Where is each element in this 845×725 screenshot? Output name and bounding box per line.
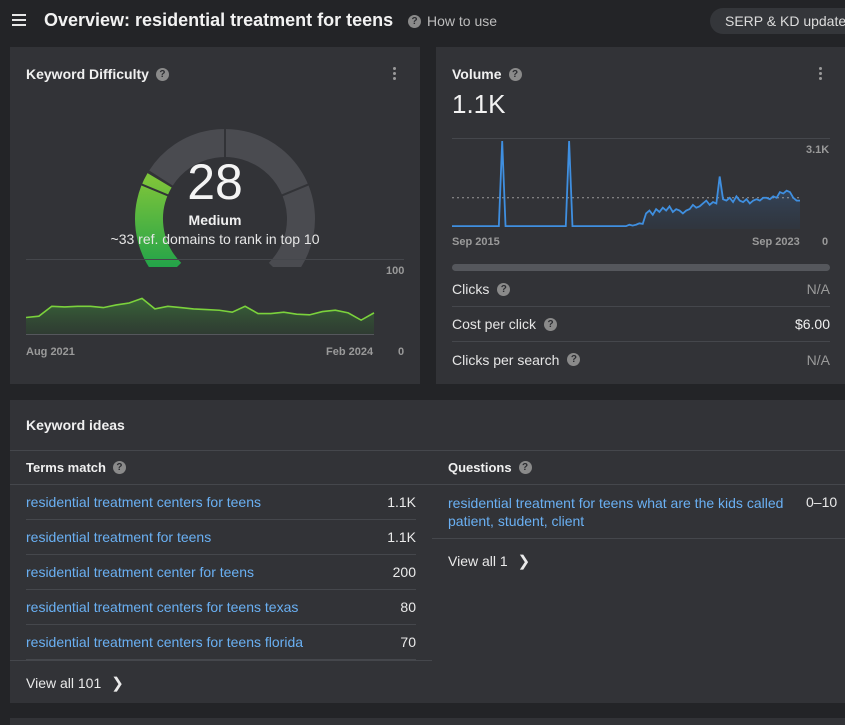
volume-x-end: Sep 2023 bbox=[752, 236, 800, 248]
keyword-volume: 1.1K bbox=[387, 529, 416, 545]
cpc-help-icon[interactable]: ? bbox=[544, 317, 558, 331]
volume-y-max: 3.1K bbox=[806, 144, 830, 156]
terms-match-header: Terms match ? bbox=[26, 460, 126, 475]
volume-x-start: Sep 2015 bbox=[452, 236, 500, 248]
kd-area bbox=[26, 298, 374, 334]
keyword-volume: 200 bbox=[392, 564, 416, 580]
question-link[interactable]: residential treatment for teens what are… bbox=[448, 495, 784, 529]
volume-history-chart bbox=[452, 140, 800, 229]
metric-value: N/A bbox=[806, 351, 830, 368]
questions-view-all-link[interactable]: View all 1 ❯ bbox=[448, 552, 530, 570]
volume-title: Volume bbox=[452, 66, 502, 82]
gauge-separator bbox=[280, 183, 310, 197]
kd-description: ~33 ref. domains to rank in top 10 bbox=[110, 231, 320, 247]
volume-chart-top-line bbox=[452, 138, 830, 139]
page-title: Overview: residential treatment for teen… bbox=[44, 10, 394, 30]
keyword-volume: 70 bbox=[400, 634, 416, 650]
keyword-difficulty-card: Keyword Difficulty ? 28 Medium ~33 ref. … bbox=[10, 47, 420, 384]
kd-x-end: Feb 2024 bbox=[326, 346, 374, 358]
metric-label: Clicks per search bbox=[452, 351, 560, 368]
volume-title-row: Volume ? bbox=[452, 66, 522, 82]
volume-series-line bbox=[452, 140, 800, 228]
kd-y-min: 0 bbox=[398, 346, 405, 358]
metric-label: Clicks bbox=[452, 281, 490, 297]
serp-kd-updates-button[interactable]: SERP & KD updates bbox=[710, 8, 845, 34]
questions-divider bbox=[432, 538, 845, 539]
terms-view-all-label: View all 101 bbox=[26, 675, 102, 691]
gauge-fill bbox=[135, 173, 182, 267]
keyword-link[interactable]: residential treatment centers for teens … bbox=[26, 599, 299, 615]
keyword-volume: 1.1K bbox=[387, 494, 416, 510]
table-row: residential treatment center for teens 2… bbox=[26, 555, 416, 590]
keyword-link[interactable]: residential treatment centers for teens … bbox=[26, 634, 304, 650]
metric-label: Cost per click bbox=[452, 316, 537, 332]
clicks-help-icon[interactable]: ? bbox=[497, 282, 511, 296]
gauge-separator bbox=[140, 183, 170, 197]
volume-y-min: 0 bbox=[822, 236, 829, 248]
ideas-title: Keyword ideas bbox=[26, 417, 125, 433]
volume-progress-bar bbox=[452, 264, 830, 271]
kd-series-line bbox=[26, 297, 375, 322]
kd-y-max: 100 bbox=[386, 265, 405, 277]
questions-view-all-label: View all 1 bbox=[448, 553, 508, 569]
metric-row-clicks-per-search: Clicks per search? N/A bbox=[452, 342, 830, 377]
kd-help-icon[interactable]: ? bbox=[155, 67, 169, 81]
kd-x-start: Aug 2021 bbox=[26, 346, 75, 358]
kd-title-row: Keyword Difficulty ? bbox=[26, 66, 169, 82]
gauge-track bbox=[149, 129, 315, 267]
volume-value: 1.1K bbox=[452, 89, 506, 119]
keyword-volume: 80 bbox=[400, 599, 416, 615]
volume-card: Volume ? 1.1K 3.1K 0 Sep 2015 Sep 2023 C… bbox=[436, 47, 845, 384]
kd-history-chart bbox=[26, 297, 375, 335]
volume-more-icon[interactable] bbox=[819, 67, 823, 82]
metric-row-cpc: Cost per click? $6.00 bbox=[452, 307, 830, 342]
menu-icon[interactable] bbox=[12, 14, 26, 26]
terms-match-title: Terms match bbox=[26, 460, 106, 475]
ideas-divider bbox=[10, 450, 845, 451]
how-to-use-link[interactable]: ? How to use bbox=[408, 13, 497, 29]
volume-area bbox=[629, 176, 800, 229]
volume-help-icon[interactable]: ? bbox=[508, 67, 522, 81]
question-volume: 0–10 bbox=[806, 494, 838, 510]
cps-help-icon[interactable]: ? bbox=[567, 353, 581, 366]
table-row: residential treatment centers for teens … bbox=[26, 590, 416, 625]
questions-title: Questions bbox=[448, 460, 512, 475]
chevron-right-icon: ❯ bbox=[111, 675, 124, 692]
how-to-use-label: How to use bbox=[427, 13, 498, 29]
keyword-link[interactable]: residential treatment center for teens bbox=[26, 564, 255, 580]
terms-view-all-link[interactable]: View all 101 ❯ bbox=[26, 674, 124, 692]
metric-value: N/A bbox=[806, 281, 830, 297]
keyword-link[interactable]: residential treatment for teens bbox=[26, 529, 212, 545]
next-card-edge bbox=[10, 718, 845, 725]
kd-level: Medium bbox=[188, 212, 242, 228]
table-row: residential treatment for teens 1.1K bbox=[26, 520, 416, 555]
columns-divider bbox=[10, 484, 845, 485]
kd-chart-top-line bbox=[26, 259, 404, 260]
kd-title: Keyword Difficulty bbox=[26, 66, 149, 82]
kd-score: 28 bbox=[187, 154, 243, 210]
keyword-ideas-card: Keyword ideas Terms match ? Questions ? … bbox=[10, 400, 845, 703]
table-row: residential treatment centers for teens … bbox=[26, 625, 416, 660]
metric-row-clicks: Clicks? N/A bbox=[452, 272, 830, 307]
keyword-link[interactable]: residential treatment centers for teens bbox=[26, 494, 262, 510]
questions-help-icon[interactable]: ? bbox=[518, 461, 532, 474]
table-row: residential treatment centers for teens … bbox=[26, 485, 416, 520]
terms-help-icon[interactable]: ? bbox=[112, 461, 126, 474]
questions-header: Questions ? bbox=[448, 460, 532, 475]
kd-more-icon[interactable] bbox=[393, 67, 397, 82]
metric-value: $6.00 bbox=[794, 316, 830, 332]
terms-bottom-divider bbox=[10, 660, 432, 661]
kd-gauge bbox=[135, 128, 315, 267]
chevron-right-icon: ❯ bbox=[517, 553, 531, 570]
top-bar: Overview: residential treatment for teen… bbox=[0, 0, 845, 42]
help-icon: ? bbox=[408, 14, 421, 28]
